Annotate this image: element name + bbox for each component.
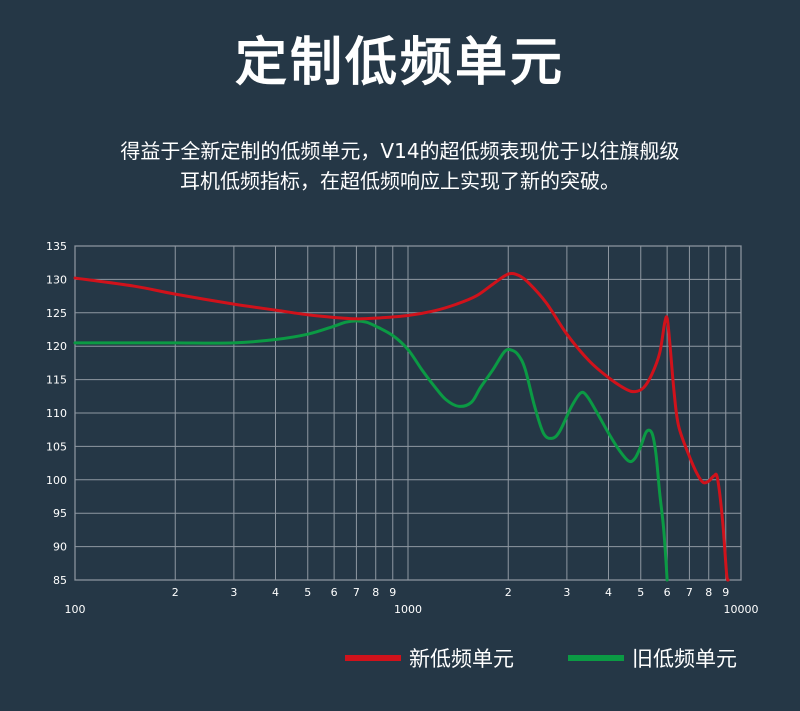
x-tick-label: 9: [389, 586, 396, 599]
x-tick-label: 9: [722, 586, 729, 599]
series-line-new: [73, 271, 730, 582]
x-tick-label: 4: [272, 586, 279, 599]
legend-label-new: 新低频单元: [409, 647, 514, 671]
y-tick-label: 95: [53, 507, 67, 520]
y-tick-label: 100: [46, 474, 67, 487]
y-tick-label: 110: [46, 407, 67, 420]
x-tick-label: 2: [505, 586, 512, 599]
y-tick-label: 115: [46, 374, 67, 387]
chart-grid: [74, 245, 742, 581]
y-tick-label: 130: [46, 273, 67, 286]
description-line-2: 耳机低频指标，在超低频响应上实现了新的突破。: [180, 169, 620, 193]
x-tick-label: 4: [605, 586, 612, 599]
x-tick-label: 10000: [724, 603, 759, 616]
legend-item-old: 旧低频单元: [568, 640, 737, 676]
x-tick-label: 3: [230, 586, 237, 599]
x-tick-label: 100: [65, 603, 86, 616]
y-tick-label: 105: [46, 440, 67, 453]
x-tick-label: 6: [664, 586, 671, 599]
y-tick-label: 85: [53, 574, 67, 587]
legend-swatch-new: [345, 655, 401, 661]
x-tick-label: 2: [172, 586, 179, 599]
x-tick-label: 6: [331, 586, 338, 599]
chart-series: [73, 271, 730, 582]
x-tick-label: 5: [304, 586, 311, 599]
legend-swatch-old: [568, 655, 624, 661]
x-tick-label: 5: [637, 586, 644, 599]
x-tick-label: 8: [372, 586, 379, 599]
page-title: 定制低频单元: [234, 33, 565, 93]
legend-item-new: 新低频单元: [345, 640, 514, 676]
y-tick-label: 120: [46, 340, 67, 353]
legend-label-old: 旧低频单元: [632, 647, 737, 671]
y-tick-label: 125: [46, 307, 67, 320]
x-tick-label: 7: [686, 586, 693, 599]
x-tick-label: 8: [705, 586, 712, 599]
chart-legend: 新低频单元 旧低频单元: [0, 640, 800, 676]
series-line-old: [73, 319, 669, 582]
description-line-1: 得益于全新定制的低频单元，V14的超低频表现优于以往旗舰级: [120, 139, 680, 163]
y-tick-label: 135: [46, 240, 67, 253]
x-tick-label: 1000: [394, 603, 422, 616]
x-tick-label: 7: [353, 586, 360, 599]
x-tick-label: 3: [563, 586, 570, 599]
y-tick-label: 90: [53, 541, 67, 554]
description: 得益于全新定制的低频单元，V14的超低频表现优于以往旗舰级 耳机低频指标，在超低…: [60, 136, 740, 196]
